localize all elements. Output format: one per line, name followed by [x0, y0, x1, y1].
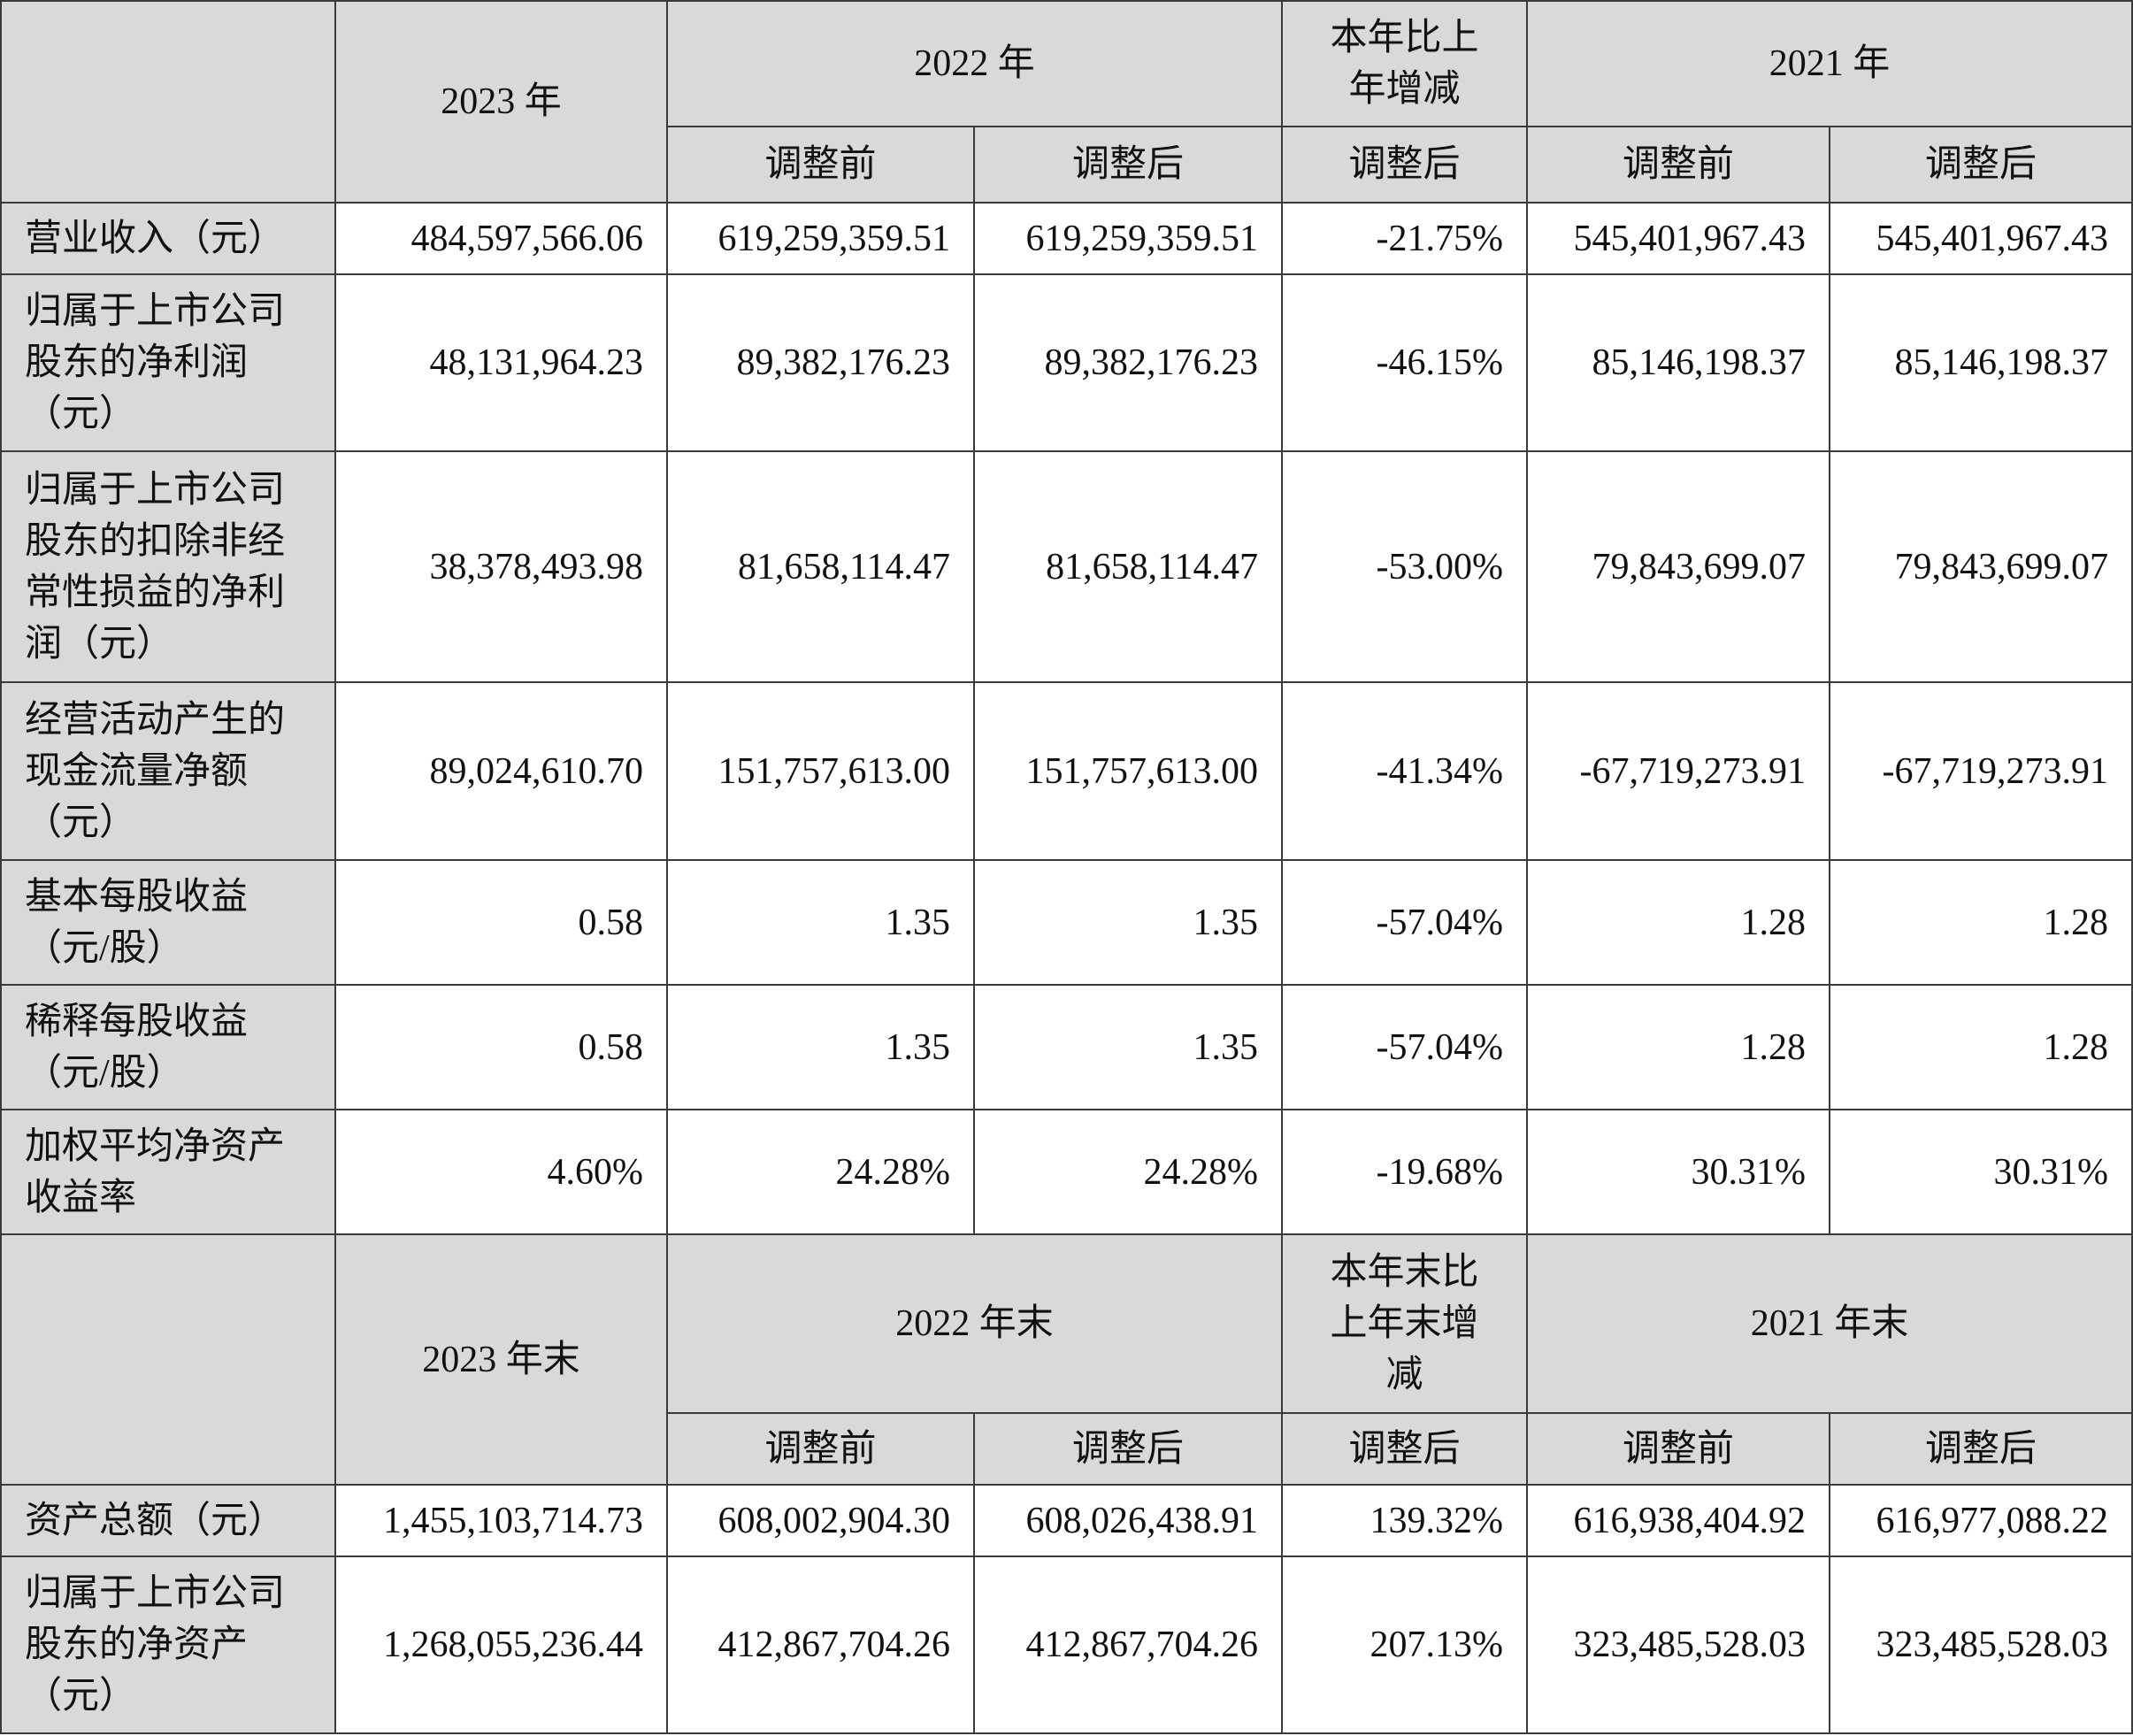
value-cell: 323,485,528.03	[1829, 1555, 2133, 1734]
value-cell: 1.28	[1829, 859, 2133, 986]
table-row: 稀释每股收益 （元/股） 0.58 1.35 1.35 -57.04% 1.28…	[0, 984, 2133, 1110]
value-cell: 38,378,493.98	[334, 450, 668, 683]
value-cell: 484,597,566.06	[334, 202, 668, 275]
value-cell: 24.28%	[666, 1109, 975, 1235]
header-2022-after-adjustment: 调整后	[972, 1412, 1284, 1486]
value-cell: 1.35	[972, 859, 1284, 986]
value-cell: 48,131,964.23	[334, 273, 668, 452]
value-cell: 89,024,610.70	[334, 681, 668, 861]
value-cell: 4.60%	[334, 1109, 668, 1235]
header-change-after-adjustment: 调整后	[1281, 1412, 1529, 1486]
header-2022: 2022 年	[665, 0, 1284, 127]
table-row: 营业收入（元） 484,597,566.06 619,259,359.51 61…	[0, 202, 2133, 275]
header-year-end-change: 本年末比 上年末增 减	[1281, 1233, 1529, 1414]
value-cell: 30.31%	[1526, 1109, 1831, 1235]
header-2023: 2023 年	[334, 0, 668, 204]
header-change-after-adjustment: 调整后	[1281, 126, 1529, 204]
value-cell: 1.35	[666, 859, 975, 986]
value-cell: 89,382,176.23	[972, 273, 1284, 452]
corner-header-cell	[0, 1233, 336, 1486]
row-label: 基本每股收益 （元/股）	[0, 859, 336, 986]
header-2021-before-adjustment: 调整前	[1526, 1412, 1831, 1486]
value-cell: 1,455,103,714.73	[334, 1484, 668, 1557]
value-cell: -67,719,273.91	[1526, 681, 1831, 861]
row-label: 经营活动产生的 现金流量净额 （元）	[0, 681, 336, 861]
value-cell: 30.31%	[1829, 1109, 2133, 1235]
table-row: 基本每股收益 （元/股） 0.58 1.35 1.35 -57.04% 1.28…	[0, 859, 2133, 986]
header-2022-year-end: 2022 年末	[665, 1233, 1284, 1414]
value-cell: 81,658,114.47	[972, 450, 1284, 683]
value-cell: -67,719,273.91	[1829, 681, 2133, 861]
change-cell: -57.04%	[1281, 984, 1529, 1110]
value-cell: 151,757,613.00	[666, 681, 975, 861]
value-cell: 619,259,359.51	[972, 202, 1284, 275]
value-cell: 616,938,404.92	[1526, 1484, 1831, 1557]
header-2021-after-adjustment: 调整后	[1829, 126, 2133, 204]
header-row-year-end: 2023 年末 2022 年末 本年末比 上年末增 减 2021 年末	[0, 1233, 2133, 1486]
value-cell: 79,843,699.07	[1526, 450, 1831, 683]
corner-header-cell	[0, 0, 336, 204]
value-cell: 85,146,198.37	[1829, 273, 2133, 452]
table-row: 归属于上市公司 股东的扣除非经 常性损益的净利 润（元） 38,378,493.…	[0, 450, 2133, 683]
row-label: 归属于上市公司 股东的扣除非经 常性损益的净利 润（元）	[0, 450, 336, 683]
change-cell: -19.68%	[1281, 1109, 1529, 1235]
header-2021-year-end: 2021 年末	[1526, 1233, 2133, 1414]
value-cell: 545,401,967.43	[1829, 202, 2133, 275]
header-2022-before-adjustment: 调整前	[666, 1412, 975, 1486]
header-row-years: 2023 年 2022 年 本年比上 年增减 2021 年	[0, 0, 2133, 204]
table-row: 加权平均净资产 收益率 4.60% 24.28% 24.28% -19.68% …	[0, 1109, 2133, 1235]
table-row: 归属于上市公司 股东的净资产 （元） 1,268,055,236.44 412,…	[0, 1555, 2133, 1734]
header-2021-after-adjustment: 调整后	[1829, 1412, 2133, 1486]
value-cell: 0.58	[334, 859, 668, 986]
table-row: 归属于上市公司 股东的净利润 （元） 48,131,964.23 89,382,…	[0, 273, 2133, 452]
value-cell: 1,268,055,236.44	[334, 1555, 668, 1734]
row-label: 营业收入（元）	[0, 202, 336, 275]
change-cell: -21.75%	[1281, 202, 1529, 275]
value-cell: 151,757,613.00	[972, 681, 1284, 861]
header-row-adjustment: 调整前 调整后 调整后 调整前 调整后	[1, 1412, 2133, 1486]
table-row: 经营活动产生的 现金流量净额 （元） 89,024,610.70 151,757…	[0, 681, 2133, 861]
header-2021: 2021 年	[1526, 0, 2133, 127]
change-cell: -46.15%	[1281, 273, 1529, 452]
row-label: 加权平均净资产 收益率	[0, 1109, 336, 1235]
value-cell: 1.28	[1829, 984, 2133, 1110]
row-label: 资产总额（元）	[0, 1484, 336, 1557]
row-label: 归属于上市公司 股东的净利润 （元）	[0, 273, 336, 452]
change-cell: -57.04%	[1281, 859, 1529, 986]
table-row: 资产总额（元） 1,455,103,714.73 608,002,904.30 …	[0, 1484, 2133, 1557]
value-cell: 24.28%	[972, 1109, 1284, 1235]
change-cell: 139.32%	[1281, 1484, 1529, 1557]
value-cell: 79,843,699.07	[1829, 450, 2133, 683]
row-label: 归属于上市公司 股东的净资产 （元）	[0, 1555, 336, 1734]
value-cell: 1.28	[1526, 984, 1831, 1110]
header-2023-year-end: 2023 年末	[334, 1233, 668, 1486]
header-2022-after-adjustment: 调整后	[972, 126, 1284, 204]
header-2022-before-adjustment: 调整前	[666, 126, 975, 204]
value-cell: 0.58	[334, 984, 668, 1110]
change-cell: -41.34%	[1281, 681, 1529, 861]
header-yoy-change: 本年比上 年增减	[1281, 0, 1529, 127]
value-cell: 608,002,904.30	[666, 1484, 975, 1557]
value-cell: 89,382,176.23	[666, 273, 975, 452]
change-cell: -53.00%	[1281, 450, 1529, 683]
value-cell: 85,146,198.37	[1526, 273, 1831, 452]
value-cell: 616,977,088.22	[1829, 1484, 2133, 1557]
value-cell: 81,658,114.47	[666, 450, 975, 683]
row-label: 稀释每股收益 （元/股）	[0, 984, 336, 1110]
value-cell: 412,867,704.26	[666, 1555, 975, 1734]
value-cell: 608,026,438.91	[972, 1484, 1284, 1557]
value-cell: 323,485,528.03	[1526, 1555, 1831, 1734]
value-cell: 1.35	[666, 984, 975, 1110]
header-2021-before-adjustment: 调整前	[1526, 126, 1831, 204]
value-cell: 619,259,359.51	[666, 202, 975, 275]
change-cell: 207.13%	[1281, 1555, 1529, 1734]
value-cell: 1.35	[972, 984, 1284, 1110]
value-cell: 545,401,967.43	[1526, 202, 1831, 275]
value-cell: 412,867,704.26	[972, 1555, 1284, 1734]
value-cell: 1.28	[1526, 859, 1831, 986]
header-row-adjustment: 调整前 调整后 调整后 调整前 调整后	[1, 126, 2133, 204]
